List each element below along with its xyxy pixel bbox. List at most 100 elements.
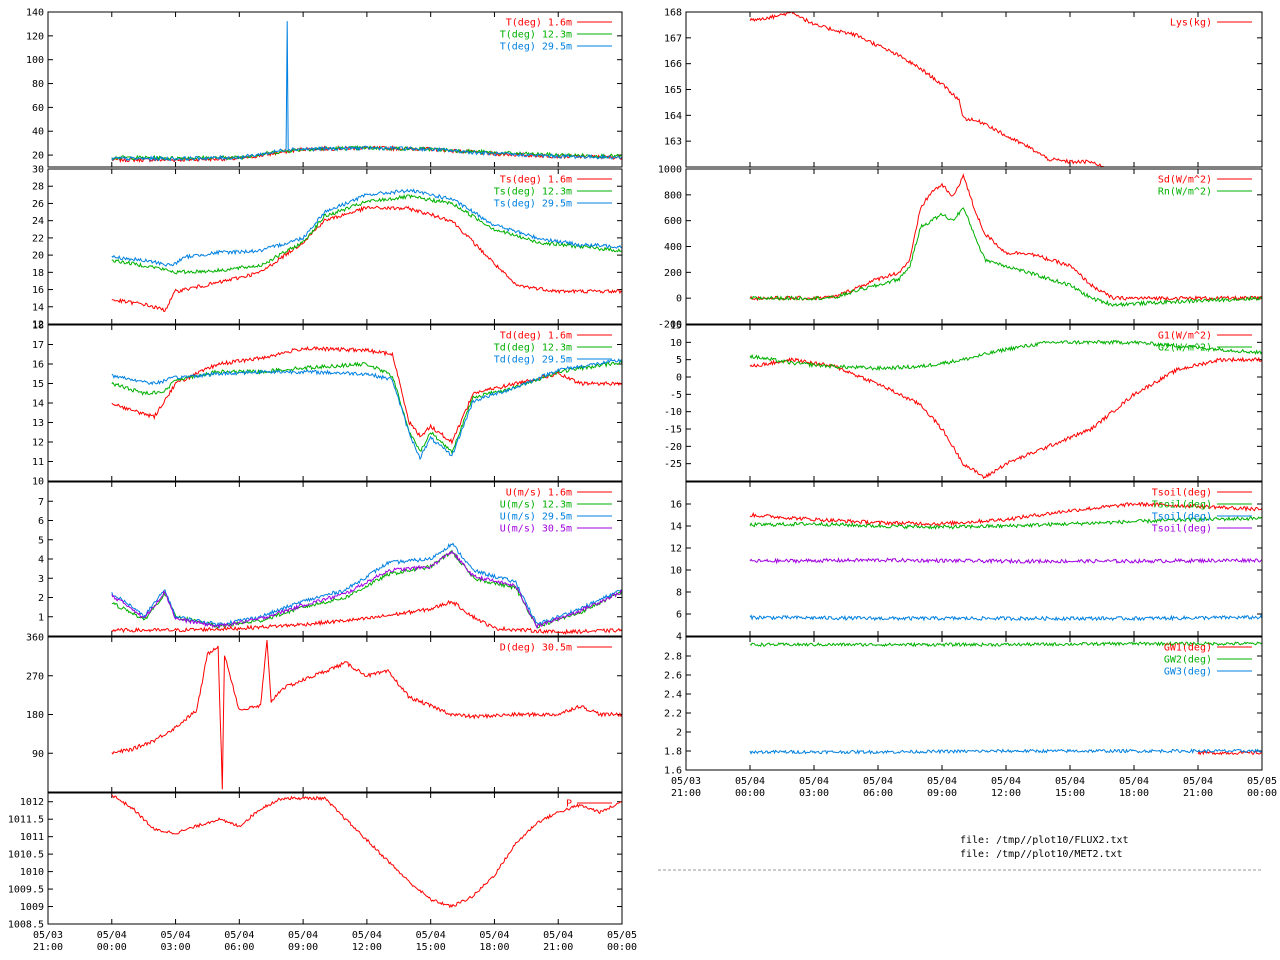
- xtick-time-label: 18:00: [479, 942, 509, 953]
- plot-frame: [685, 324, 1263, 482]
- ytick-label: 22: [32, 233, 44, 244]
- ytick-label: 1009.5: [8, 885, 44, 896]
- xtick-date-label: 05/04: [927, 776, 957, 787]
- series-group: [111, 794, 622, 909]
- xtick-time-label: 21:00: [671, 788, 701, 799]
- panel-U: 1 2 3 4 5 6 7 U(m/s) 1.6mU(m/s) 12.3mU(m/s) 29.…: [38, 481, 623, 637]
- series-group: [111, 21, 622, 164]
- ytick-label: -15: [664, 425, 682, 436]
- ytick-label: 163: [664, 137, 682, 148]
- panel-Lys: 163 164 165 166 167 168 Lys(kg): [664, 8, 1263, 168]
- ytick-label: 600: [664, 216, 682, 227]
- series-line-Ts-0: [111, 205, 622, 313]
- series-line-Sd-1: [749, 207, 1262, 308]
- legend-label: Ts(deg) 29.5m: [494, 199, 572, 210]
- ytick-label: 1000: [658, 165, 682, 176]
- xtick-date-label: 05/04: [1119, 776, 1149, 787]
- ytick-label: 15: [670, 321, 682, 332]
- ytick-label: 0: [676, 373, 682, 384]
- xtick-time-label: 00:00: [735, 788, 765, 799]
- xtick-date-label: 05/04: [1055, 776, 1085, 787]
- ytick-label: 17: [32, 340, 44, 351]
- xtick-time-label: 09:00: [288, 942, 318, 953]
- legend-label: U(m/s) 30.5m: [500, 524, 572, 535]
- ytick-label: 1008.5: [8, 920, 44, 931]
- series-group: [111, 345, 622, 461]
- legend-label: Sd(W/m^2): [1158, 175, 1212, 186]
- ytick-label: 4: [38, 555, 44, 566]
- ytick-label: 14: [32, 399, 44, 410]
- legend-label: U(m/s) 1.6m: [506, 488, 572, 499]
- ytick-label: 12: [670, 544, 682, 555]
- plot-frame: [47, 168, 623, 325]
- ytick-label: 12: [32, 320, 44, 331]
- xtick-date-label: 05/04: [1183, 776, 1213, 787]
- ytick-label: 5: [676, 355, 682, 366]
- series-group: [749, 339, 1262, 480]
- plot-frame: [47, 636, 623, 793]
- legend-label: T(deg) 1.6m: [506, 18, 572, 29]
- plot-frame: [47, 11, 623, 168]
- ytick-label: 167: [664, 33, 682, 44]
- ytick-label: 15: [32, 379, 44, 390]
- series-line-T-1: [111, 144, 622, 162]
- xtick-time-label: 21:00: [1183, 788, 1213, 799]
- ytick-label: 1009: [20, 902, 44, 913]
- legend-label: Tsoil(deg): [1152, 512, 1212, 523]
- series-line-Td-2: [111, 358, 622, 461]
- xtick-date-label: 05/05: [607, 930, 637, 941]
- ytick-label: 90: [32, 749, 44, 760]
- legend-label: G2(W/m^2): [1158, 343, 1212, 354]
- xtick-time-label: 21:00: [543, 942, 573, 953]
- xtick-time-label: 12:00: [991, 788, 1021, 799]
- ytick-label: 30: [32, 165, 44, 176]
- xtick-date-label: 05/04: [97, 930, 127, 941]
- ytick-label: 60: [32, 103, 44, 114]
- ytick-label: 2: [676, 728, 682, 739]
- series-line-U-1: [111, 549, 622, 629]
- legend-label: T(deg) 12.3m: [500, 30, 572, 41]
- ytick-label: 24: [32, 216, 44, 227]
- file-label: file: /tmp//plot10/FLUX2.txt: [960, 835, 1129, 846]
- series-line-Ts-2: [111, 188, 622, 267]
- ytick-label: 18: [32, 268, 44, 279]
- legend-label: Tsoil(deg): [1152, 500, 1212, 511]
- xtick-date-label: 05/04: [991, 776, 1021, 787]
- xtick-date-label: 05/05: [1247, 776, 1277, 787]
- ytick-label: 1011: [20, 832, 44, 843]
- ytick-label: 1011.5: [8, 815, 44, 826]
- legend-label: Ts(deg) 12.3m: [494, 187, 572, 198]
- ytick-label: 7: [38, 497, 44, 508]
- series-line-GW-2: [749, 748, 1262, 755]
- series-line-Lys-0: [749, 12, 1205, 167]
- series-group: [749, 641, 1262, 756]
- panel-T: 20 40 60 80 100 120 140 T(deg) 1.6mT(deg) 12.3m…: [26, 8, 623, 168]
- series-group: [749, 12, 1205, 167]
- series-group: [111, 542, 622, 636]
- ytick-label: 1: [38, 612, 44, 623]
- plot-frame: [47, 792, 623, 925]
- ytick-label: 165: [664, 85, 682, 96]
- ytick-label: 5: [38, 535, 44, 546]
- legend-label: G1(W/m^2): [1158, 331, 1212, 342]
- legend-label: Lys(kg): [1170, 18, 1212, 29]
- legend-label: U(m/s) 29.5m: [500, 512, 572, 523]
- ytick-label: 4: [676, 632, 682, 643]
- ytick-label: 80: [32, 79, 44, 90]
- ytick-label: 6: [676, 610, 682, 621]
- panel-G: -25 -20 -15 -10 -5 0 5 10 15 G1(W/m^2)G2(W/m^2): [664, 321, 1263, 482]
- xtick-time-label: 15:00: [416, 942, 446, 953]
- ytick-label: 26: [32, 199, 44, 210]
- xtick-date-label: 05/04: [224, 930, 254, 941]
- ytick-label: 1012: [20, 797, 44, 808]
- xtick-time-label: 00:00: [1247, 788, 1277, 799]
- xtick-date-label: 05/03: [33, 930, 63, 941]
- ytick-label: 40: [32, 127, 44, 138]
- ytick-label: 2.4: [664, 690, 682, 701]
- ytick-label: 164: [664, 111, 682, 122]
- xtick-date-label: 05/04: [799, 776, 829, 787]
- panel-P: 1008.5 1009 1009.5 1010 1010.5 1011 1011.5 1012…: [8, 792, 637, 953]
- ytick-label: -5: [670, 390, 682, 401]
- ytick-label: 2: [38, 593, 44, 604]
- ytick-label: 100: [26, 55, 44, 66]
